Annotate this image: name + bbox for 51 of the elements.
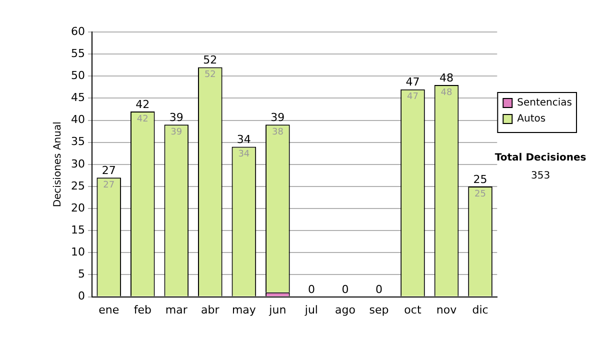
x-tick-label: may xyxy=(232,303,256,316)
x-tick-label: ago xyxy=(334,303,356,316)
annotation: Total Decisiones xyxy=(494,152,586,164)
total-label: 34 xyxy=(236,133,251,146)
data-label: 27 xyxy=(103,180,115,190)
data-label: 39 xyxy=(170,128,182,138)
total-label: 39 xyxy=(270,111,285,124)
x-tick-label: nov xyxy=(436,303,458,316)
y-tick-label: 35 xyxy=(70,135,85,148)
y-tick-label: 30 xyxy=(70,157,85,170)
y-tick-label: 25 xyxy=(70,179,85,192)
y-tick-label: 55 xyxy=(70,46,85,60)
x-tick-label: jul xyxy=(304,303,318,316)
total-label: 0 xyxy=(342,283,349,296)
total-label: 39 xyxy=(169,111,184,124)
total-label: 52 xyxy=(203,54,218,67)
y-tick-label: 15 xyxy=(70,223,85,236)
total-label: 42 xyxy=(136,98,150,111)
total-label: 48 xyxy=(439,71,454,84)
data-label: 38 xyxy=(272,128,284,138)
total-label: 0 xyxy=(308,283,315,296)
legend-label: Autos xyxy=(517,114,546,125)
x-tick-label: mar xyxy=(165,303,188,316)
y-tick-label: 5 xyxy=(78,268,85,281)
x-tick-label: dic xyxy=(472,303,488,316)
x-tick-label: sep xyxy=(369,303,389,316)
y-tick-label: 10 xyxy=(70,246,85,259)
data-label: 42 xyxy=(136,114,148,124)
data-label: 47 xyxy=(407,92,418,102)
total-label: 25 xyxy=(473,172,488,186)
x-tick-label: abr xyxy=(201,303,220,316)
x-tick-label: ene xyxy=(98,303,120,316)
total-label: 27 xyxy=(102,164,116,177)
text: 353 xyxy=(531,170,550,182)
legend-label: Sentencias xyxy=(517,98,572,109)
x-tick-label: feb xyxy=(134,303,152,316)
y-tick-label: 50 xyxy=(70,68,85,82)
x-tick-label: jun xyxy=(268,303,286,316)
y-axis-title: Decisiones Anual xyxy=(52,122,64,208)
y-tick-label: 0 xyxy=(78,290,85,303)
y-tick-label: 45 xyxy=(70,91,85,104)
total-label: 47 xyxy=(406,76,420,89)
y-tick-label: 40 xyxy=(70,113,85,126)
data-label: 25 xyxy=(474,189,486,200)
y-tick-label: 60 xyxy=(70,24,85,38)
total-label: 0 xyxy=(375,283,382,296)
x-tick-label: oct xyxy=(404,303,422,316)
y-tick-label: 20 xyxy=(70,201,85,214)
data-label: 52 xyxy=(204,70,216,80)
data-label: 34 xyxy=(238,150,250,160)
data-label: 48 xyxy=(440,88,452,98)
